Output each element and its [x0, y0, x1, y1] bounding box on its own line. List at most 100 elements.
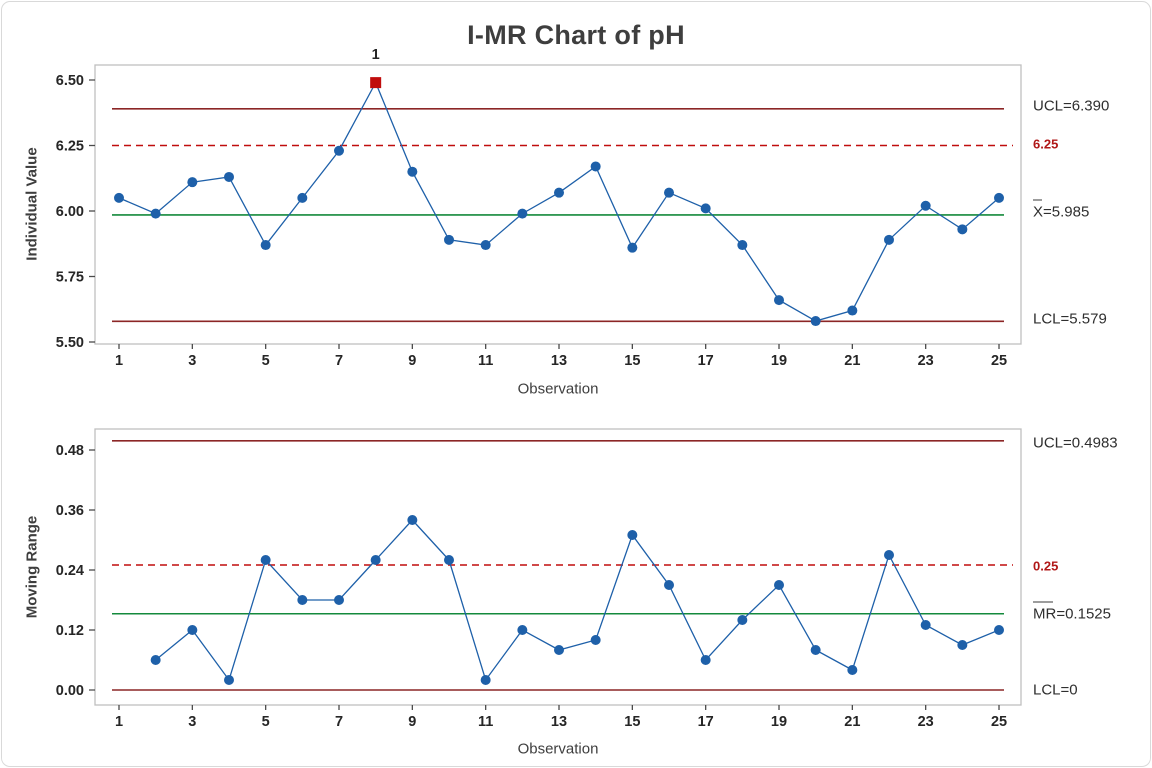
data-point	[297, 192, 308, 203]
lcl-label-individuals: LCL=5.579	[1033, 311, 1107, 328]
out-of-control-flag: 1	[372, 47, 380, 63]
y-tick-label: 6.00	[56, 204, 84, 220]
data-point	[517, 208, 528, 219]
individuals-chart: 1 3 5 7 9 11 13 15 17 19 21 23 255.505.756.006.256.5…	[56, 47, 1022, 369]
y-tick-label: 6.25	[56, 139, 84, 155]
data-point	[187, 177, 198, 188]
data-point	[444, 555, 455, 565]
y-tick-label: 0.36	[56, 503, 84, 519]
lcl-label-text: LCL=5.579	[1033, 310, 1107, 328]
data-point	[957, 640, 968, 650]
data-point	[590, 161, 601, 172]
series-line	[118, 81, 1000, 322]
data-point	[554, 645, 565, 655]
spec-label-text: 6.25	[1033, 136, 1059, 152]
data-point	[480, 675, 491, 685]
spec-label-text: 0.25	[1033, 558, 1059, 574]
x-tick-label: 13	[551, 353, 567, 369]
data-point	[957, 224, 968, 235]
data-point	[370, 555, 381, 565]
data-point	[114, 192, 124, 203]
ucl-label-moving-range: UCL=0.4983	[1033, 435, 1118, 452]
data-point	[150, 208, 161, 219]
data-point	[297, 595, 308, 605]
x-tick-label: 5	[262, 353, 270, 369]
y-tick-label: 5.50	[56, 335, 84, 351]
x-axis-title-bottom: Observation	[517, 740, 599, 758]
x-tick-label: 9	[408, 714, 416, 730]
center-label-text: X=5.985	[1033, 203, 1090, 221]
x-tick-label: 15	[624, 714, 640, 730]
x-tick-label: 17	[698, 353, 714, 369]
ucl-label-text: UCL=6.390	[1033, 97, 1110, 115]
ucl-label-text: UCL=0.4983	[1033, 434, 1118, 452]
data-point	[590, 635, 601, 645]
x-tick-label: 3	[188, 714, 196, 730]
spec-label-individuals: 6.25	[1033, 137, 1058, 152]
data-point	[994, 625, 1005, 635]
x-tick-label: 13	[551, 714, 567, 730]
data-point	[334, 145, 345, 156]
data-point	[627, 530, 638, 540]
x-tick-label: 9	[408, 353, 416, 369]
x-tick-label: 25	[991, 714, 1007, 730]
moving-range-chart: 1 3 5 7 9 11 13 15 17 19 21 23 250.000.120.240.360.4…	[56, 428, 1022, 730]
data-point	[260, 555, 271, 565]
y-axis-title-moving-range: Moving Range	[23, 515, 41, 619]
data-point	[994, 192, 1005, 203]
mrbar-overbar	[1033, 601, 1053, 603]
data-point	[150, 655, 161, 665]
x-tick-label: 21	[844, 714, 860, 730]
data-point	[884, 550, 895, 560]
chart-title: I-MR Chart of pH	[467, 20, 685, 50]
data-point	[847, 665, 858, 675]
y-tick-label: 0.24	[56, 563, 84, 579]
data-point	[847, 305, 858, 316]
center-label-individuals: X=5.985	[1033, 199, 1090, 221]
x-tick-label: 21	[844, 353, 860, 369]
x-tick-label: 17	[698, 714, 714, 730]
x-tick-label: 11	[478, 714, 493, 730]
lcl-label-text: LCL=0	[1033, 681, 1078, 699]
x-tick-label: 11	[478, 353, 493, 369]
plot-frame	[94, 64, 1022, 345]
x-tick-label: 1	[115, 353, 123, 369]
x-tick-label: 7	[335, 353, 343, 369]
data-point	[334, 595, 345, 605]
data-point	[407, 515, 418, 525]
x-tick-label: 5	[262, 714, 270, 730]
data-point	[810, 316, 821, 327]
data-point	[884, 234, 895, 245]
data-point	[700, 655, 711, 665]
x-tick-label: 23	[918, 714, 934, 730]
x-tick-label: 19	[771, 714, 787, 730]
y-tick-label: 6.50	[56, 73, 84, 89]
x-axis-title-top: Observation	[517, 380, 599, 398]
ucl-label-individuals: UCL=6.390	[1033, 98, 1109, 115]
lcl-label-moving-range: LCL=0	[1033, 682, 1078, 699]
y-tick-label: 0.12	[56, 623, 84, 639]
out-of-control-point	[370, 77, 382, 89]
data-point	[224, 171, 235, 182]
series-line	[155, 519, 1000, 682]
center-label-moving-range: MR=0.1525	[1033, 601, 1111, 623]
y-axis-title-individual-value: Individual Value	[23, 147, 41, 261]
x-tick-label: 19	[771, 353, 787, 369]
data-point	[517, 625, 528, 635]
data-point	[260, 240, 271, 251]
data-point	[187, 625, 198, 635]
data-point	[774, 295, 785, 306]
data-point	[664, 187, 675, 198]
data-point	[737, 615, 748, 625]
data-point	[407, 166, 418, 177]
data-point	[444, 234, 455, 245]
x-tick-label: 23	[918, 353, 934, 369]
x-tick-label: 7	[335, 714, 343, 730]
data-point	[700, 203, 711, 214]
y-tick-label: 0.00	[56, 683, 84, 699]
xbar-overbar	[1033, 199, 1042, 201]
data-point	[480, 240, 491, 251]
data-point	[810, 645, 821, 655]
